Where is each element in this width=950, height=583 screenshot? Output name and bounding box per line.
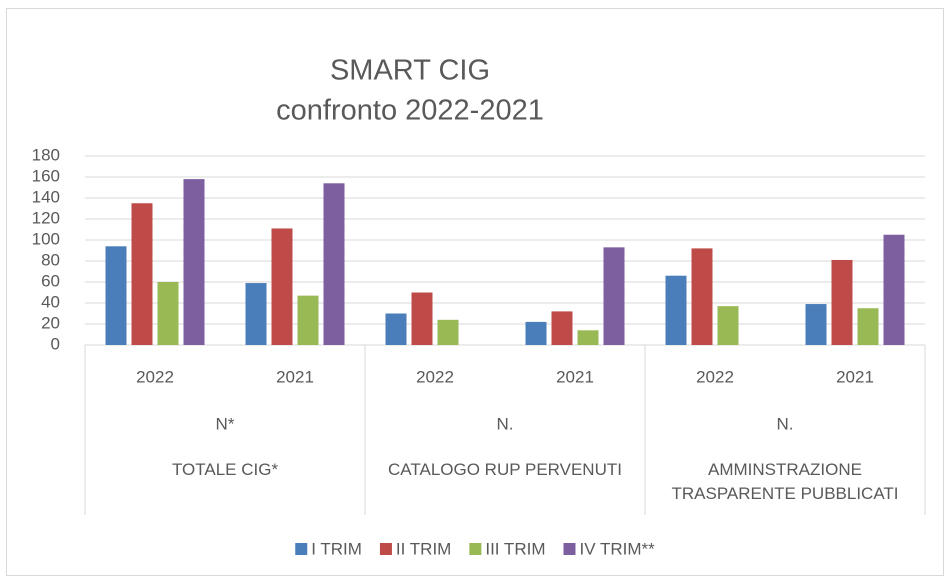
bar <box>831 259 853 345</box>
bar <box>271 228 293 345</box>
y-tick-label: 180 <box>32 145 60 164</box>
chart-title: confronto 2022-2021 <box>276 95 544 127</box>
legend-swatch <box>295 543 308 555</box>
bar <box>857 308 879 345</box>
y-tick-label: 60 <box>41 271 60 290</box>
bar <box>577 330 599 345</box>
x-tick-label: 2021 <box>276 367 314 386</box>
bar <box>105 246 127 345</box>
bar <box>131 203 153 345</box>
legend-label: II TRIM <box>396 539 451 558</box>
bar <box>717 306 739 345</box>
legend-swatch <box>563 543 576 555</box>
group-label: N. <box>497 414 514 433</box>
bar <box>805 304 827 345</box>
group-sublabel: AMMINSTRAZIONE TRASPARENTE PUBBLICATI <box>671 460 899 503</box>
bar <box>437 319 459 345</box>
bar <box>883 234 905 345</box>
y-tick-label: 100 <box>32 229 60 248</box>
bar <box>603 247 625 345</box>
x-tick-label: 2021 <box>836 367 874 386</box>
bar <box>691 248 713 345</box>
bar <box>323 183 345 345</box>
legend-label: IV TRIM** <box>579 539 655 558</box>
x-tick-label: 2022 <box>416 367 454 386</box>
legend-label: I TRIM <box>311 539 362 558</box>
bar <box>183 179 205 345</box>
x-tick-label: 2022 <box>696 367 734 386</box>
group-label: N* <box>216 414 235 433</box>
bar <box>157 282 179 345</box>
legend-swatch <box>379 543 392 555</box>
group-sublabel: TOTALE CIG* <box>171 460 279 479</box>
bar <box>245 283 267 345</box>
y-tick-label: 120 <box>32 208 60 227</box>
legend-label: III TRIM <box>485 539 545 558</box>
chart-title: SMART CIG <box>330 55 490 87</box>
bar <box>665 275 687 345</box>
group-sublabel: CATALOGO RUP PERVENUTI <box>388 460 622 479</box>
x-tick-label: 2021 <box>556 367 594 386</box>
y-tick-label: 80 <box>41 250 60 269</box>
y-tick-label: 160 <box>32 166 60 185</box>
bar <box>525 321 547 345</box>
bar <box>411 292 433 345</box>
y-tick-label: 20 <box>41 313 60 332</box>
bar <box>385 313 407 345</box>
bar <box>297 295 319 345</box>
bar <box>551 311 573 345</box>
group-label: N. <box>777 414 794 433</box>
y-tick-label: 140 <box>32 187 60 206</box>
x-tick-label: 2022 <box>136 367 174 386</box>
y-tick-label: 40 <box>41 292 60 311</box>
y-tick-label: 0 <box>51 334 60 353</box>
legend-swatch <box>469 543 482 555</box>
